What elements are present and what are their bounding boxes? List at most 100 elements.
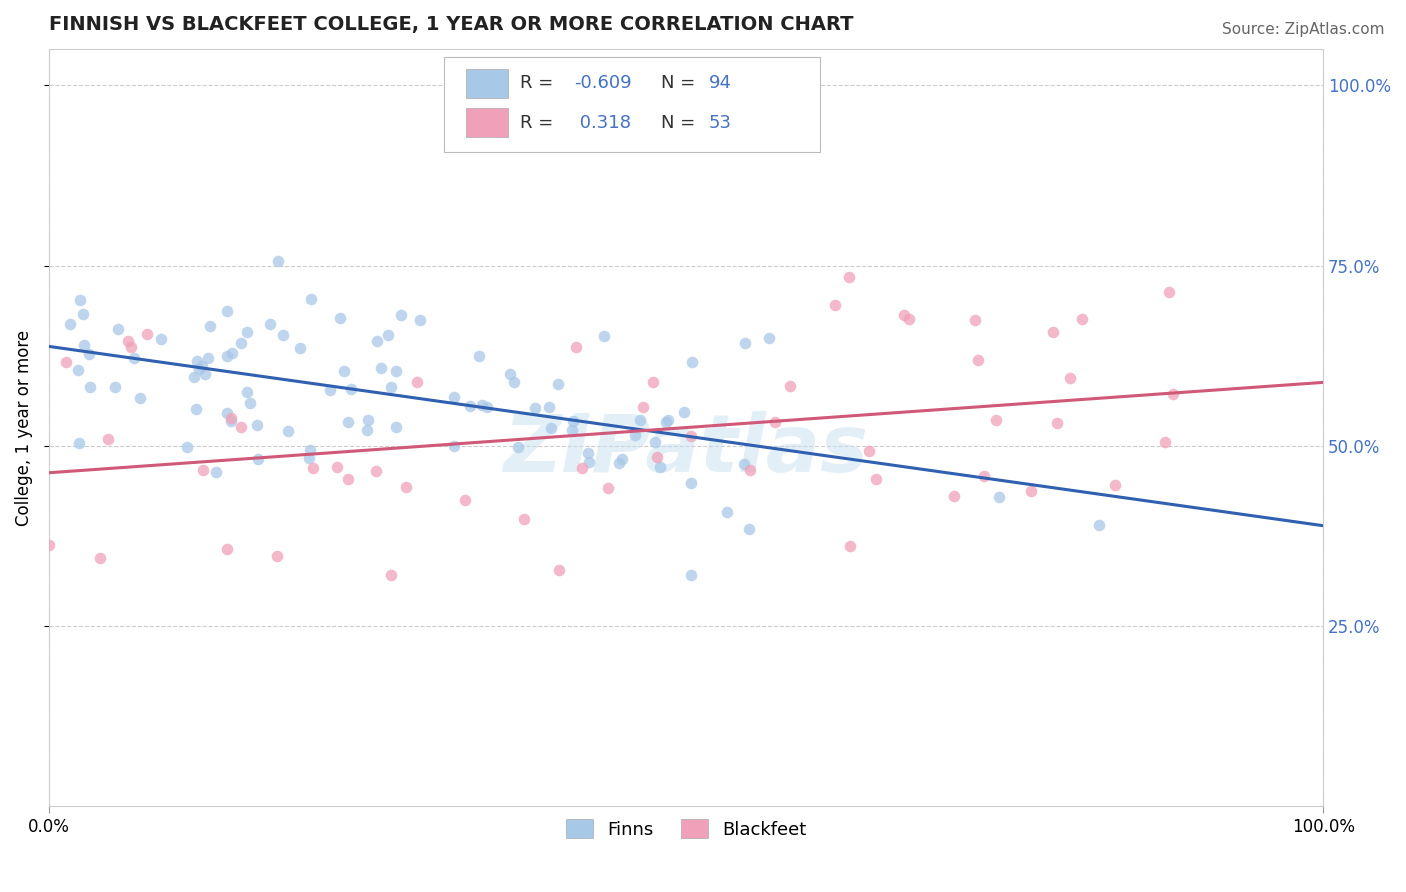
Point	[366, 464, 388, 478]
Point	[1154, 435, 1177, 450]
Point	[104, 379, 127, 393]
Point	[499, 367, 522, 381]
Point	[624, 428, 647, 442]
Point	[69, 293, 91, 308]
Point	[97, 432, 120, 446]
Point	[277, 425, 299, 439]
Point	[468, 349, 491, 363]
Point	[537, 401, 560, 415]
Point	[1059, 370, 1081, 384]
Point	[443, 439, 465, 453]
Point	[129, 391, 152, 405]
Point	[217, 541, 239, 556]
Point	[356, 423, 378, 437]
Point	[219, 414, 242, 428]
Point	[628, 412, 651, 426]
Point	[219, 411, 242, 425]
Point	[191, 463, 214, 477]
Point	[460, 399, 482, 413]
Point	[647, 450, 669, 465]
Point	[385, 420, 408, 434]
Point	[217, 304, 239, 318]
Point	[758, 331, 780, 345]
Point	[191, 359, 214, 373]
FancyBboxPatch shape	[465, 69, 508, 98]
Point	[79, 380, 101, 394]
Text: -0.609: -0.609	[574, 74, 631, 93]
Point	[1159, 285, 1181, 299]
Point	[1161, 387, 1184, 401]
Point	[576, 445, 599, 459]
Point	[984, 413, 1007, 427]
Point	[366, 334, 388, 348]
Point	[205, 465, 228, 479]
Legend: Finns, Blackfeet: Finns, Blackfeet	[558, 812, 814, 846]
FancyBboxPatch shape	[444, 57, 820, 152]
Point	[107, 322, 129, 336]
Point	[221, 346, 243, 360]
Point	[657, 413, 679, 427]
Text: FINNISH VS BLACKFEET COLLEGE, 1 YEAR OR MORE CORRELATION CHART: FINNISH VS BLACKFEET COLLEGE, 1 YEAR OR …	[49, 15, 853, 34]
Text: ZIPatlas: ZIPatlas	[503, 411, 869, 489]
Point	[389, 308, 412, 322]
Point	[593, 328, 616, 343]
Point	[149, 332, 172, 346]
Point	[299, 442, 322, 457]
Point	[271, 327, 294, 342]
Point	[290, 342, 312, 356]
Point	[267, 253, 290, 268]
Point	[298, 451, 321, 466]
Point	[186, 354, 208, 368]
Point	[943, 489, 966, 503]
Point	[673, 405, 696, 419]
Point	[122, 351, 145, 365]
Point	[503, 376, 526, 390]
Point	[231, 420, 253, 434]
Point	[301, 293, 323, 307]
Point	[454, 493, 477, 508]
Point	[301, 461, 323, 475]
Point	[893, 308, 915, 322]
Point	[733, 457, 755, 471]
Point	[1104, 478, 1126, 492]
Point	[738, 463, 761, 477]
Point	[858, 444, 880, 458]
Text: R =: R =	[520, 114, 560, 132]
Point	[565, 340, 588, 354]
Point	[973, 468, 995, 483]
Point	[681, 429, 703, 443]
Point	[561, 414, 583, 428]
Point	[72, 307, 94, 321]
Point	[644, 435, 666, 450]
Point	[443, 390, 465, 404]
Point	[120, 340, 142, 354]
Point	[318, 383, 340, 397]
Point	[176, 440, 198, 454]
Point	[266, 549, 288, 563]
Point	[681, 354, 703, 368]
Point	[598, 482, 620, 496]
Point	[55, 355, 77, 369]
Point	[477, 401, 499, 415]
Point	[236, 325, 259, 339]
Point	[643, 375, 665, 389]
Point	[247, 452, 270, 467]
Point	[259, 318, 281, 332]
Point	[839, 539, 862, 553]
Point	[89, 551, 111, 566]
Point	[337, 415, 360, 429]
Point	[524, 401, 547, 415]
Point	[246, 417, 269, 432]
Point	[988, 490, 1011, 504]
Point	[329, 311, 352, 326]
Text: N =: N =	[661, 74, 700, 93]
Point	[734, 335, 756, 350]
Point	[650, 460, 672, 475]
Point	[72, 337, 94, 351]
Point	[513, 512, 536, 526]
Text: R =: R =	[520, 74, 560, 93]
Point	[336, 472, 359, 486]
Text: 53: 53	[709, 114, 733, 132]
Point	[865, 472, 887, 486]
Point	[188, 362, 211, 376]
